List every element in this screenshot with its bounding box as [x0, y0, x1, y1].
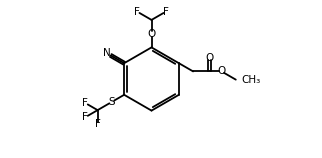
Text: F: F [95, 119, 100, 129]
Text: F: F [82, 112, 88, 122]
Text: O: O [205, 52, 214, 63]
Text: S: S [109, 97, 115, 107]
Text: O: O [217, 66, 226, 76]
Text: N: N [103, 48, 111, 58]
Text: F: F [134, 7, 140, 17]
Text: F: F [163, 7, 169, 17]
Text: CH₃: CH₃ [242, 75, 261, 85]
Text: F: F [82, 98, 88, 108]
Text: O: O [147, 29, 156, 39]
